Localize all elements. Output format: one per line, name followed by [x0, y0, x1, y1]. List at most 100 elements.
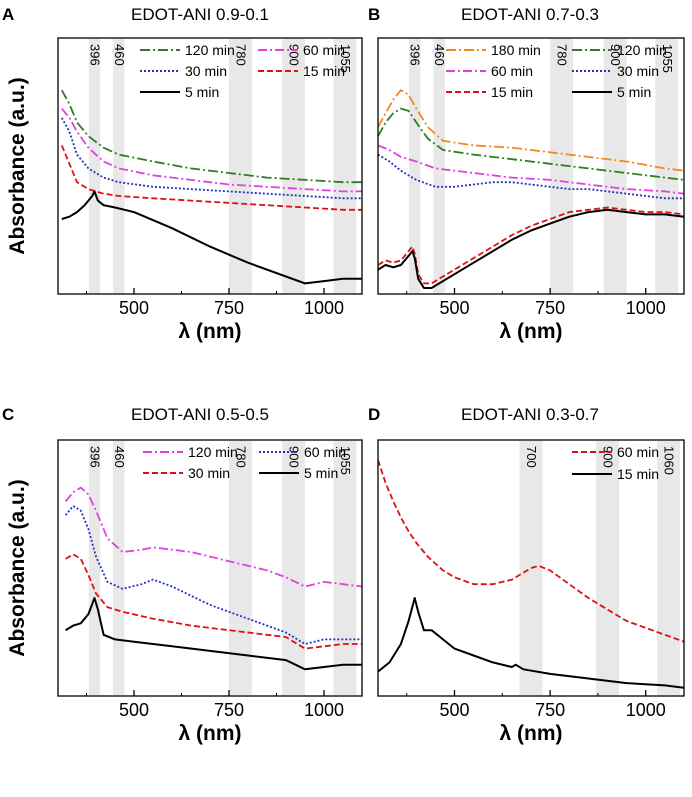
- band-label-460: 460: [112, 446, 127, 468]
- series-line-5-min: [377, 208, 685, 289]
- panel-title: EDOT-ANI 0.3-0.7: [461, 405, 599, 424]
- band-label-700: 700: [524, 446, 539, 468]
- series-line-5-min: [61, 190, 362, 285]
- band-1055: [333, 441, 357, 695]
- legend: 60 min 15 min: [572, 444, 659, 482]
- x-tick-label: 500: [439, 700, 469, 720]
- legend-label-30-min: 30 min: [617, 63, 659, 79]
- band-label-460: 460: [432, 44, 447, 66]
- series-line-60-min: [64, 505, 362, 645]
- series-line-30-min: [61, 117, 362, 200]
- x-tick-label: 500: [119, 700, 149, 720]
- legend-label-15-min: 15 min: [617, 466, 659, 482]
- legend: 120 min 60 min 30 min 15 min 5 min: [140, 42, 345, 100]
- series-line-15-min: [377, 206, 685, 285]
- legend-label-5-min: 5 min: [185, 84, 219, 100]
- x-axis-label: λ (nm): [179, 320, 242, 343]
- band-780: [229, 441, 252, 695]
- band-1055: [655, 39, 679, 293]
- plot-frame: [377, 37, 685, 295]
- y-axis-label: Absorbance (a.u.): [6, 479, 29, 656]
- x-tick-label: 1000: [626, 700, 666, 720]
- series-line-120-min: [61, 89, 362, 184]
- legend-label-15-min: 15 min: [491, 84, 533, 100]
- panel-letter: C: [2, 405, 14, 424]
- x-tick-label: 500: [439, 298, 469, 318]
- legend-label-180-min: 180 min: [491, 42, 541, 58]
- band-label-396: 396: [87, 44, 102, 66]
- band-label-900: 900: [287, 446, 302, 468]
- band-label-780: 780: [233, 44, 248, 66]
- band-1055: [333, 39, 357, 293]
- legend-label-30-min: 30 min: [188, 465, 230, 481]
- legend-label-60-min: 60 min: [304, 444, 346, 460]
- band-label-900: 900: [601, 446, 616, 468]
- x-tick-label: 1000: [626, 298, 666, 318]
- legend-label-15-min: 15 min: [303, 63, 345, 79]
- y-axis-label: Absorbance (a.u.): [6, 77, 29, 254]
- panel-letter: D: [368, 405, 380, 424]
- series-line-15-min: [377, 597, 685, 689]
- x-tick-label: 500: [119, 298, 149, 318]
- panel-letter: A: [2, 5, 14, 24]
- band-label-1055: 1055: [338, 446, 353, 475]
- series-line-60-min: [377, 459, 685, 643]
- band-780: [229, 39, 252, 293]
- legend: 120 min 60 min 30 min 5 min: [143, 444, 346, 481]
- band-900: [603, 39, 627, 293]
- band-label-460: 460: [112, 44, 127, 66]
- legend-label-5-min: 5 min: [304, 465, 338, 481]
- x-axis-label: λ (nm): [500, 320, 563, 343]
- series-line-60-min: [377, 144, 685, 195]
- band-460: [113, 39, 125, 293]
- panel-title: EDOT-ANI 0.5-0.5: [131, 405, 269, 424]
- series-line-15-min: [60, 145, 362, 211]
- band-900: [282, 441, 305, 695]
- band-label-1060: 1060: [662, 446, 677, 475]
- band-label-396: 396: [87, 446, 102, 468]
- legend-label-120-min: 120 min: [185, 42, 235, 58]
- series-line-5-min: [65, 597, 362, 671]
- panel-a: A EDOT-ANI 0.9-0.1 396 460 780 900 1055 120 min…: [2, 5, 363, 343]
- legend: 180 min 120 min 60 min 30 min 15 min 5 min: [446, 42, 667, 100]
- x-tick-label: 750: [535, 700, 565, 720]
- series-line-180-min: [377, 89, 685, 172]
- band-460: [113, 441, 125, 695]
- band-label-780: 780: [233, 446, 248, 468]
- band-label-1055: 1055: [338, 44, 353, 73]
- x-tick-label: 750: [535, 298, 565, 318]
- x-tick-label: 1000: [304, 298, 344, 318]
- series-line-60-min: [61, 108, 362, 193]
- x-tick-label: 1000: [304, 700, 344, 720]
- band-label-780: 780: [555, 44, 570, 66]
- series-line-30-min: [65, 553, 362, 650]
- plot-frame: [57, 439, 363, 697]
- band-label-900: 900: [287, 44, 302, 66]
- series-line-120-min: [64, 486, 363, 588]
- panel-letter: B: [368, 5, 380, 24]
- band-label-1055: 1055: [660, 44, 675, 73]
- x-axis-label: λ (nm): [500, 722, 563, 745]
- plot-frame: [377, 439, 685, 697]
- legend-label-120-min: 120 min: [617, 42, 667, 58]
- legend-label-120-min: 120 min: [188, 444, 238, 460]
- band-900: [282, 39, 305, 293]
- legend-label-60-min: 60 min: [617, 444, 659, 460]
- plot-frame: [57, 37, 363, 295]
- band-460: [433, 39, 445, 293]
- series-line-120-min: [377, 107, 685, 181]
- panel-title: EDOT-ANI 0.9-0.1: [131, 5, 269, 24]
- x-tick-label: 750: [214, 298, 244, 318]
- band-396: [88, 39, 101, 293]
- band-396: [88, 441, 101, 695]
- band-label-396: 396: [408, 44, 423, 66]
- panel-title: EDOT-ANI 0.7-0.3: [461, 5, 599, 24]
- legend-label-30-min: 30 min: [185, 63, 227, 79]
- band-900: [596, 441, 619, 695]
- x-tick-label: 750: [214, 700, 244, 720]
- legend-label-5-min: 5 min: [617, 84, 651, 100]
